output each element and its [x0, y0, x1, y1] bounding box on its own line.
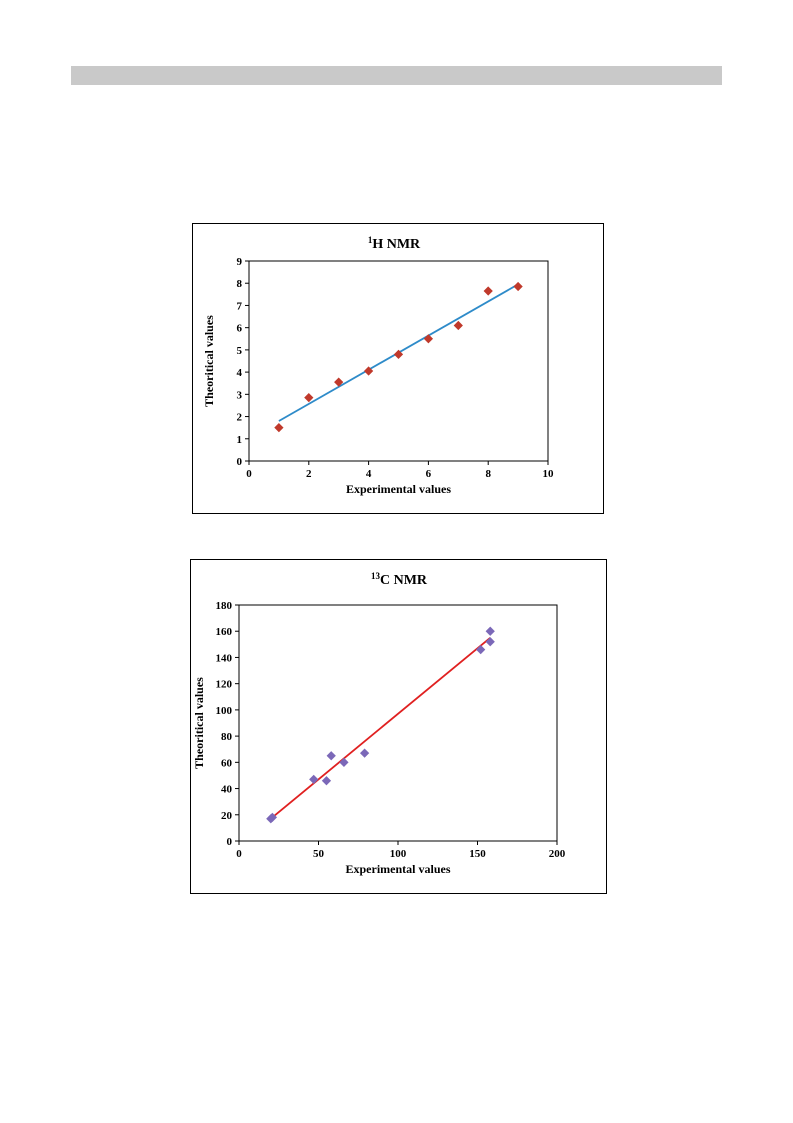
y-tick-label: 100: [216, 705, 233, 717]
data-point: [326, 751, 336, 761]
chart-title: 13C NMR: [371, 571, 428, 588]
x-tick-label: 10: [543, 468, 555, 480]
y-tick-label: 140: [216, 652, 233, 664]
data-point: [423, 334, 434, 344]
data-point: [339, 757, 349, 767]
y-tick-label: 1: [237, 434, 243, 446]
x-tick-label: 4: [366, 468, 372, 480]
y-axis-label: Theoritical values: [192, 677, 206, 769]
x-tick-label: 50: [313, 848, 325, 860]
y-tick-label: 180: [216, 600, 233, 612]
y-tick-label: 5: [237, 345, 243, 357]
data-point: [363, 366, 374, 376]
data-point: [309, 774, 319, 785]
title-superscript: 13: [371, 571, 381, 581]
chart-title: 1H NMR: [368, 235, 421, 252]
y-tick-label: 4: [237, 367, 243, 379]
data-point: [485, 637, 495, 647]
data-point: [476, 644, 486, 655]
data-point: [304, 393, 314, 403]
c-nmr-chart: 13C NMR 0 50 100 150 200 0 20 40 60 80 100 120 140 160…: [190, 559, 607, 894]
y-tick-label: 8: [237, 278, 243, 290]
y-tick-label: 0: [227, 836, 233, 848]
y-tick-label: 120: [216, 679, 233, 691]
y-axis-label: Theoritical values: [202, 315, 216, 407]
c-nmr-plot: 13C NMR 0 50 100 150 200 0 20 40 60 80 100 120 140 160…: [192, 571, 566, 876]
trend-line: [270, 637, 491, 820]
y-tick-label: 0: [237, 456, 243, 468]
x-tick-label: 150: [469, 848, 486, 860]
data-point: [483, 286, 493, 296]
x-tick-label: 200: [549, 848, 566, 860]
y-tick-label: 40: [221, 784, 233, 796]
x-tick-label: 100: [390, 848, 407, 860]
y-tick-label: 2: [237, 412, 243, 424]
h-nmr-chart: 1H NMR 0 2 4 6 8 10 0 1 2 3 4 5 6 7 8 9 Experimental valu…: [192, 223, 604, 514]
data-point: [321, 776, 332, 786]
y-tick-label: 60: [221, 757, 233, 769]
x-axis-label: Experimental values: [346, 862, 451, 876]
title-superscript: 1: [368, 235, 373, 245]
y-tick-label: 7: [237, 300, 243, 312]
data-point: [359, 748, 370, 758]
x-tick-label: 0: [236, 848, 242, 860]
data-point: [453, 320, 463, 331]
title-text: H NMR: [372, 237, 421, 252]
data-point: [334, 377, 344, 387]
x-tick-label: 0: [246, 468, 252, 480]
title-text: C NMR: [380, 573, 428, 588]
x-tick-label: 8: [485, 468, 491, 480]
plot-area: [248, 260, 549, 462]
data-point: [393, 349, 404, 359]
data-point: [267, 812, 278, 823]
data-point: [274, 423, 284, 433]
y-tick-label: 160: [216, 626, 233, 638]
x-tick-label: 2: [306, 468, 312, 480]
header-bar: [71, 66, 722, 85]
y-tick-label: 9: [237, 256, 243, 268]
data-point: [485, 626, 495, 636]
y-tick-label: 3: [237, 389, 243, 401]
y-tick-label: 6: [237, 323, 243, 335]
y-tick-label: 80: [221, 731, 233, 743]
x-axis-label: Experimental values: [346, 482, 451, 496]
x-tick-label: 6: [426, 468, 432, 480]
y-tick-label: 20: [221, 810, 233, 822]
data-point: [513, 281, 523, 292]
